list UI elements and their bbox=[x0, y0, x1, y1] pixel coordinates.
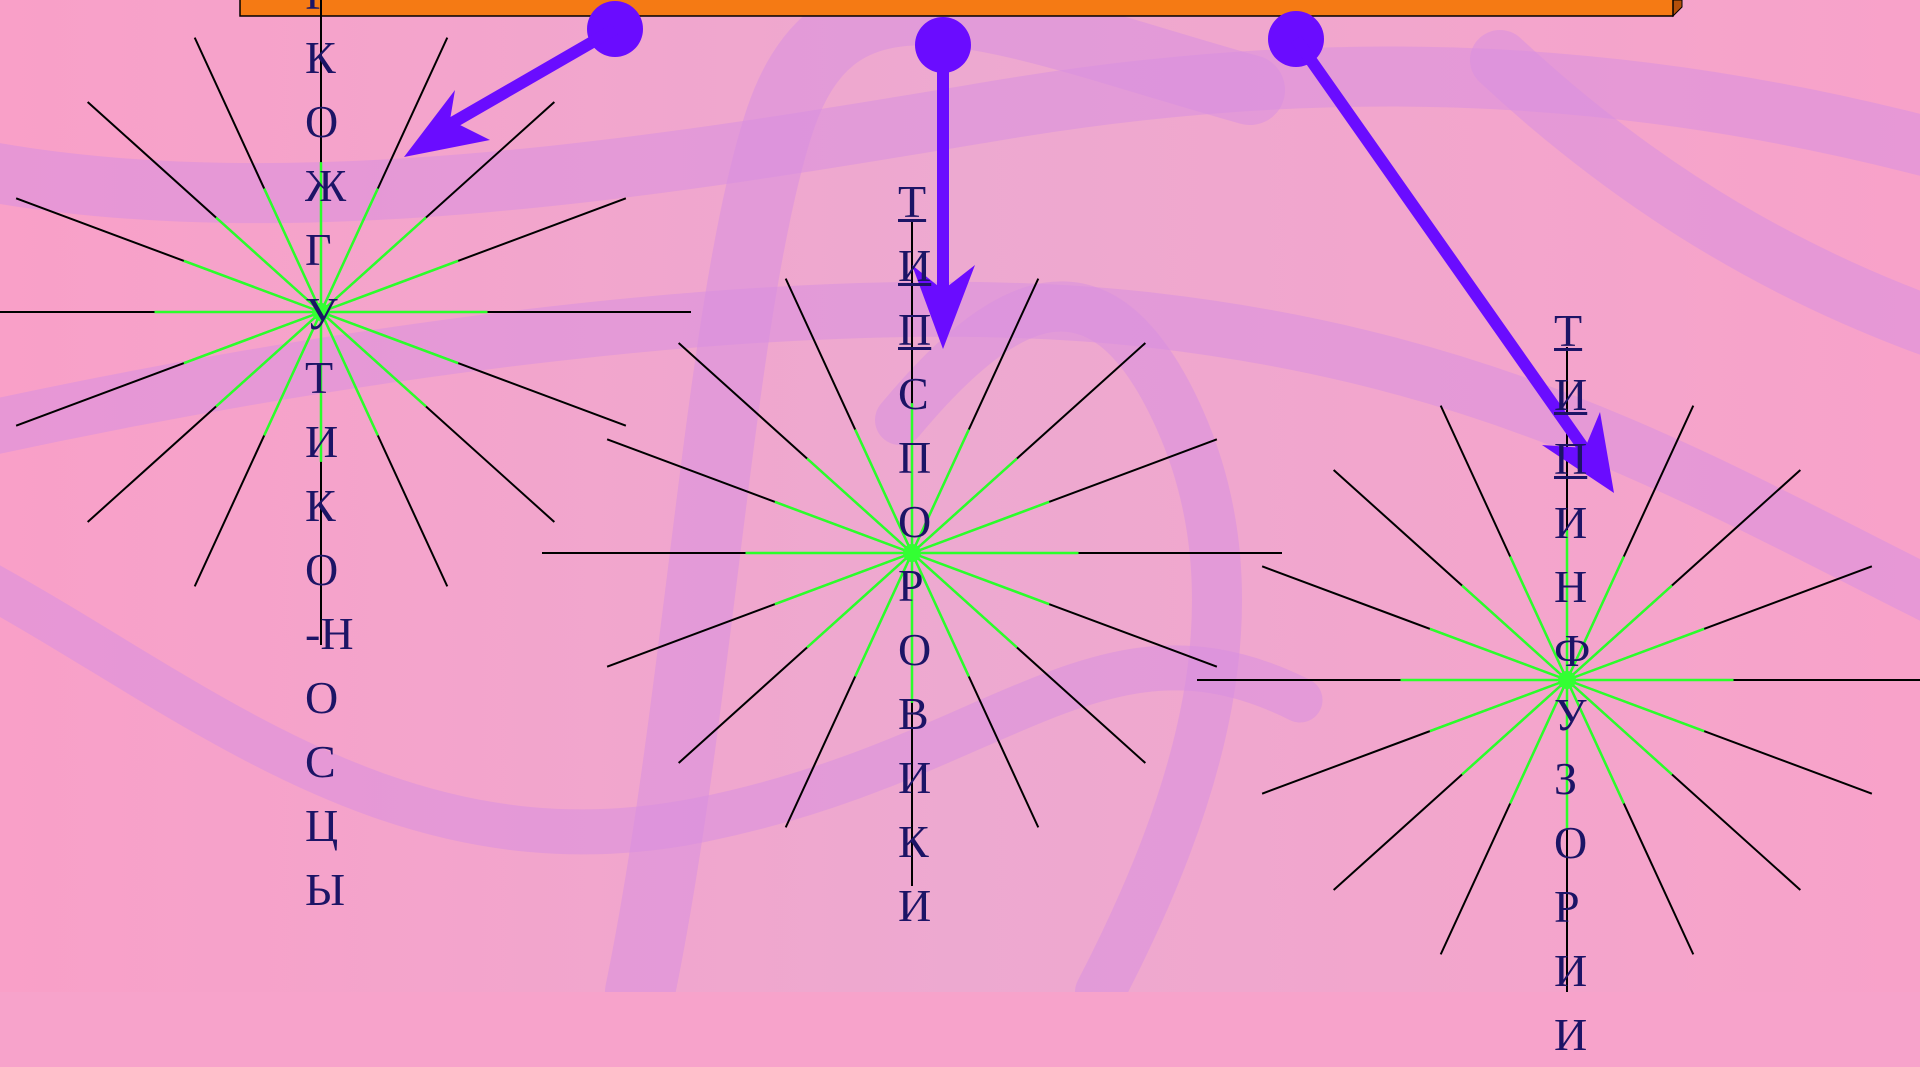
column-text: ТИПСПОРОВИКИ bbox=[898, 170, 921, 938]
column-text: ТИПИНФУЗОРИИ bbox=[1554, 299, 1577, 1067]
header-bar bbox=[240, 0, 1682, 16]
background bbox=[0, 0, 1920, 992]
slide: РКОЖГУТИКО-НОСЦЫ ТИПСПОРОВИКИ ТИПИНФУЗОР… bbox=[0, 0, 1920, 992]
column-word: СПОРОВИКИ bbox=[898, 368, 931, 931]
column-text: РКОЖГУТИКО-НОСЦЫ bbox=[305, 0, 328, 922]
